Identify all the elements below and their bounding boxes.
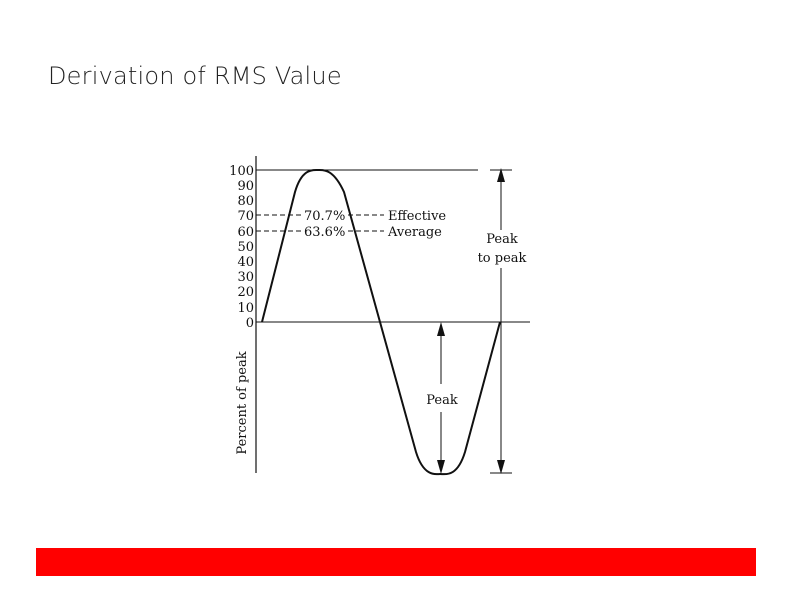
average-percent-label: 63.6% bbox=[304, 225, 345, 240]
footer-accent-bar bbox=[36, 548, 756, 576]
peak-to-peak-label-line1: Peak bbox=[486, 232, 518, 247]
peak-to-peak-arrow: Peak to peak bbox=[478, 168, 527, 474]
y-axis-label: Percent of peak bbox=[235, 351, 250, 454]
y-tick-30: 30 bbox=[237, 270, 254, 285]
effective-percent-label: 70.7% bbox=[304, 209, 345, 224]
y-tick-0: 0 bbox=[246, 316, 254, 331]
peak-to-peak-label-line2: to peak bbox=[478, 251, 527, 266]
peak-label: Peak bbox=[426, 393, 458, 408]
y-tick-60: 60 bbox=[237, 225, 254, 240]
y-tick-100: 100 bbox=[229, 164, 254, 179]
y-tick-10: 10 bbox=[237, 301, 254, 316]
y-tick-labels: 100 90 80 70 60 50 40 30 20 10 0 bbox=[229, 164, 254, 331]
effective-level: 70.7% Effective bbox=[256, 209, 446, 224]
waveform-curve bbox=[261, 168, 501, 476]
y-tick-50: 50 bbox=[237, 240, 254, 255]
effective-label: Effective bbox=[388, 209, 446, 224]
y-tick-80: 80 bbox=[237, 194, 254, 209]
y-tick-90: 90 bbox=[237, 179, 254, 194]
average-label: Average bbox=[387, 225, 442, 240]
y-tick-40: 40 bbox=[237, 255, 254, 270]
y-tick-20: 20 bbox=[237, 285, 254, 300]
slide-title: Derivation of RMS Value bbox=[48, 62, 342, 90]
peak-arrow: Peak bbox=[426, 322, 458, 474]
y-tick-70: 70 bbox=[237, 209, 254, 224]
average-level: 63.6% Average bbox=[256, 225, 442, 240]
